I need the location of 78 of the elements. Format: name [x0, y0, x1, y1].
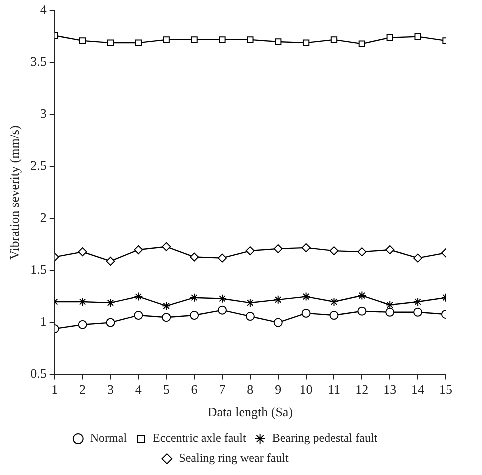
x-tick-label: 6: [191, 382, 198, 398]
x-tick-label: 4: [135, 382, 142, 398]
point: [107, 40, 114, 46]
point: [358, 306, 367, 316]
y-tick-label: 2.5: [30, 158, 47, 174]
point: [134, 246, 144, 254]
legend-label: Eccentric axle fault: [153, 431, 247, 446]
y-axis-title: Vibration severity (mm/s): [7, 126, 22, 260]
y-tick-label: 3: [40, 106, 47, 122]
x-tick-label: 11: [328, 382, 341, 398]
x-tick-label: 5: [163, 382, 170, 398]
point: [162, 242, 172, 252]
point: [330, 298, 339, 306]
point: [302, 40, 310, 46]
point: [135, 40, 142, 46]
x-tick-label: 7: [219, 382, 226, 398]
point: [218, 306, 227, 315]
point: [162, 313, 172, 322]
point: [246, 298, 255, 308]
point: [330, 36, 338, 44]
point: [190, 293, 200, 302]
point: [414, 254, 423, 263]
point: [162, 302, 172, 311]
point: [106, 256, 116, 266]
point: [386, 34, 394, 42]
point: [386, 308, 395, 317]
point: [274, 318, 283, 328]
point: [414, 33, 422, 40]
x-tick-label: 14: [412, 382, 426, 398]
point: [134, 311, 144, 320]
point: [330, 311, 339, 320]
x-tick-label: 15: [440, 382, 452, 398]
point: [218, 294, 227, 304]
point: [78, 248, 88, 257]
point: [274, 244, 283, 254]
point: [358, 40, 366, 48]
point: [134, 292, 144, 302]
x-tick-label: 3: [107, 382, 114, 398]
x-tick-label: 2: [80, 382, 86, 398]
point: [79, 38, 86, 44]
x-tick-label: 12: [356, 382, 369, 398]
point: [190, 252, 200, 262]
point: [386, 246, 395, 254]
y-tick-label: 3.5: [30, 54, 47, 70]
point: [358, 248, 367, 257]
y-tick-label: 4: [40, 2, 48, 18]
x-tick-label: 1: [52, 382, 58, 398]
point: [302, 292, 311, 302]
point: [247, 36, 254, 44]
legend-label: Normal: [90, 431, 128, 446]
point: [358, 291, 367, 300]
point: [191, 36, 198, 44]
point: [218, 254, 227, 263]
point: [274, 295, 283, 304]
y-tick-label: 0.5: [30, 366, 47, 382]
point: [414, 308, 423, 317]
x-tick-label: 10: [300, 382, 313, 398]
x-tick-label: 8: [247, 382, 254, 398]
point: [219, 36, 226, 44]
point: [246, 312, 255, 322]
point: [302, 308, 311, 318]
point: [106, 318, 116, 328]
y-tick-label: 2: [40, 210, 47, 226]
point: [275, 38, 282, 46]
y-tick-label: 1: [40, 314, 47, 330]
point: [302, 243, 311, 252]
point: [190, 311, 200, 320]
point: [330, 246, 339, 256]
legend-label: Sealing ring wear fault: [179, 451, 290, 466]
y-tick-label: 1.5: [30, 262, 47, 278]
x-tick-label: 13: [384, 382, 397, 398]
x-tick-label: 9: [275, 382, 282, 398]
point: [78, 320, 88, 330]
x-axis-title: Data length (Sa): [208, 404, 294, 420]
point: [163, 36, 170, 44]
point: [414, 298, 423, 306]
point: [246, 246, 255, 256]
legend-label: Bearing pedestal fault: [272, 431, 378, 446]
